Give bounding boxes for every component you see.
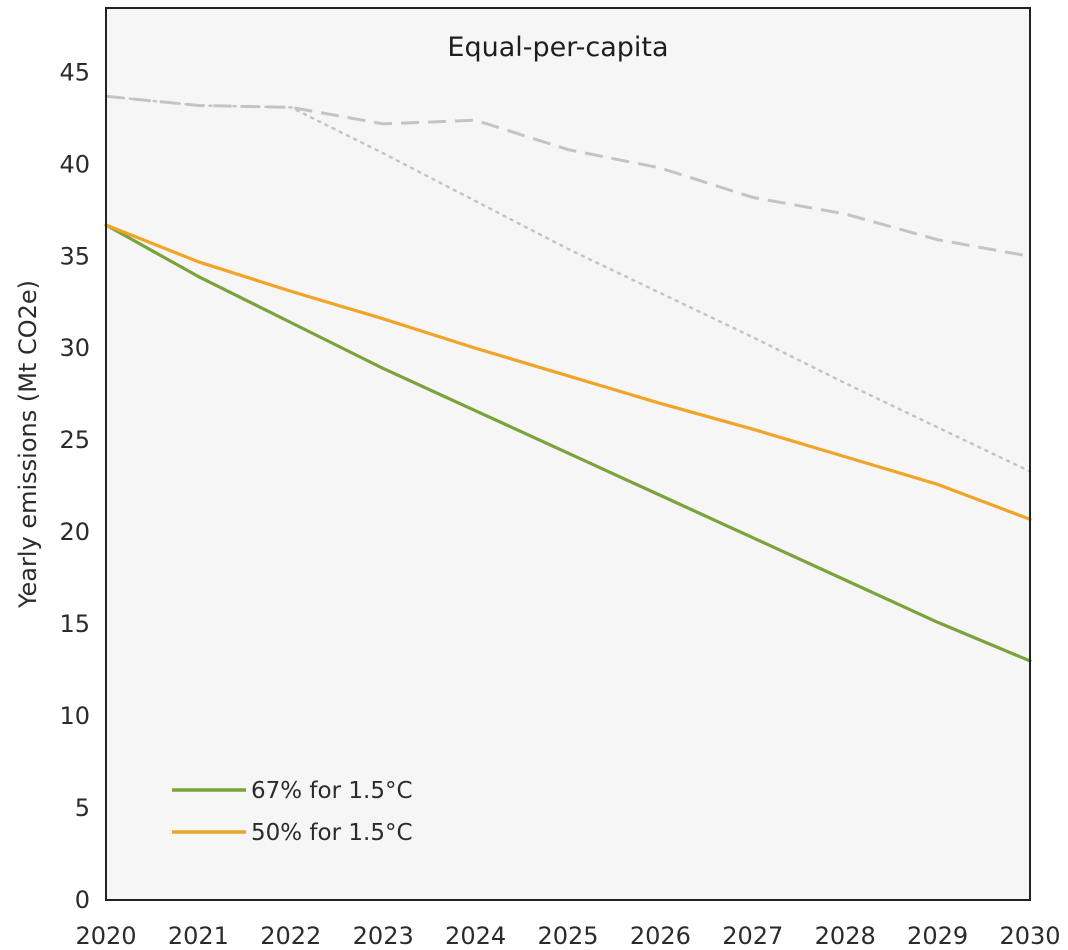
x-tick-label: 2025 xyxy=(537,922,598,950)
y-tick-label: 40 xyxy=(59,150,90,178)
y-tick-label: 20 xyxy=(59,518,90,546)
x-tick-label: 2024 xyxy=(445,922,506,950)
x-tick-label: 2022 xyxy=(260,922,321,950)
x-tick-label: 2023 xyxy=(353,922,414,950)
y-tick-label: 30 xyxy=(59,334,90,362)
y-tick-label: 5 xyxy=(75,794,90,822)
y-axis: 0 5 10 15 20 25 30 35 40 45 xyxy=(59,58,90,914)
y-tick-label: 25 xyxy=(59,426,90,454)
y-tick-label: 0 xyxy=(75,886,90,914)
series-line-2 xyxy=(104,223,1032,521)
x-axis: 2020 2021 2022 2023 2024 2025 2026 2027 2028 2029… xyxy=(75,922,1060,950)
x-tick-label: 2028 xyxy=(815,922,876,950)
x-tick-label: 2030 xyxy=(999,922,1060,950)
y-tick-label: 10 xyxy=(59,702,90,730)
reference-line-dotted xyxy=(104,95,1032,473)
x-tick-label: 2026 xyxy=(630,922,691,950)
y-tick-label: 35 xyxy=(59,242,90,270)
legend: 67% for 1.5°C 50% for 1.5°C xyxy=(172,778,413,846)
plot-frame xyxy=(105,7,1031,901)
x-tick-label: 2021 xyxy=(168,922,229,950)
chart-title: Equal-per-capita xyxy=(447,32,668,63)
reference-line-dashed xyxy=(105,94,1031,258)
y-axis-title: Yearly emissions (Mt CO2e) xyxy=(14,280,42,609)
legend-label: 50% for 1.5°C xyxy=(251,820,413,846)
legend-label: 67% for 1.5°C xyxy=(251,778,413,804)
y-tick-label: 45 xyxy=(59,58,90,86)
series-line-1 xyxy=(104,223,1032,663)
x-tick-label: 2029 xyxy=(907,922,968,950)
series-layer xyxy=(104,94,1032,663)
x-tick-label: 2020 xyxy=(75,922,136,950)
x-tick-label: 2027 xyxy=(722,922,783,950)
y-tick-label: 15 xyxy=(59,610,90,638)
